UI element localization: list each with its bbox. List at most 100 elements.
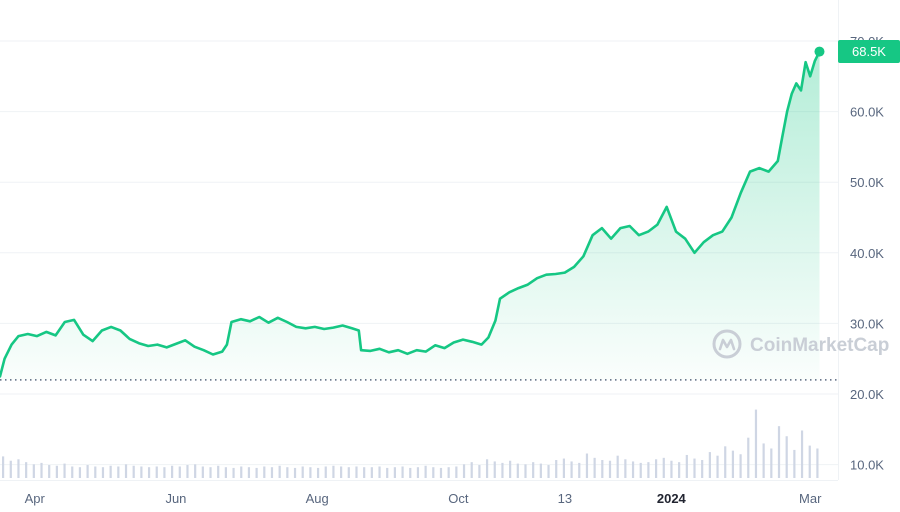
volume-bar: [724, 446, 727, 478]
volume-bar: [363, 467, 366, 478]
volume-bar: [547, 465, 550, 478]
volume-bar: [224, 467, 227, 478]
volume-bar: [194, 464, 197, 478]
volume-bar: [178, 466, 181, 478]
volume-bar: [816, 448, 819, 478]
volume-bar: [555, 460, 558, 478]
volume-bar: [270, 467, 274, 478]
volume-bar: [639, 462, 642, 478]
volume-bar: [516, 463, 519, 478]
y-tick-label: 30.0K: [850, 316, 884, 331]
volume-bar: [355, 466, 358, 478]
volume-bar: [278, 465, 281, 478]
volume-bar: [40, 462, 43, 478]
volume-bar: [693, 458, 696, 478]
volume-bar: [762, 443, 765, 478]
volume-bar: [701, 460, 704, 478]
grid-lines: [0, 0, 839, 480]
x-axis: Apr Jun Aug Oct 13 2024 Mar: [0, 480, 838, 506]
volume-bar: [101, 467, 105, 478]
y-tick-label: 10.0K: [850, 458, 884, 473]
volume-bar: [462, 464, 466, 478]
volume-bar: [562, 458, 566, 478]
volume-bar: [585, 453, 589, 478]
volume-bar: [286, 467, 289, 478]
volume-bar: [155, 466, 158, 478]
price-line[interactable]: [0, 50, 821, 378]
volume-bar: [539, 463, 542, 478]
volume-bar: [424, 465, 427, 478]
volume-bar: [316, 467, 320, 478]
volume-bar: [754, 409, 758, 478]
volume-bar: [608, 460, 612, 478]
current-price-badge: 68.5K: [838, 40, 900, 63]
volume-bar: [232, 467, 235, 478]
volume-bar: [509, 460, 512, 478]
volume-bar: [493, 461, 496, 478]
volume-bar: [739, 454, 742, 478]
volume-bar: [647, 462, 650, 478]
x-tick-label: 13: [558, 491, 572, 506]
volume-bar: [501, 462, 504, 478]
volume-bar: [78, 467, 82, 478]
volume-bar: [570, 461, 573, 478]
volume-bar: [662, 457, 665, 478]
volume-bar: [777, 426, 781, 478]
volume-bar: [9, 460, 12, 478]
volume-bar: [800, 430, 804, 478]
current-price-dot: [814, 46, 825, 57]
volume-bar: [678, 462, 681, 478]
volume-bar: [631, 461, 635, 478]
volume-bar: [55, 465, 58, 478]
volume-bar: [747, 437, 750, 478]
volume-bar: [624, 459, 627, 478]
y-tick-label: 20.0K: [850, 387, 884, 402]
volume-bar: [209, 467, 212, 478]
volume-bar: [147, 467, 151, 478]
volume-bar: [808, 445, 811, 478]
volume-bar: [109, 465, 112, 478]
volume-bar: [86, 465, 89, 478]
volume-bar: [186, 465, 189, 478]
x-tick-label: 2024: [657, 491, 687, 506]
volume-bar: [301, 466, 304, 478]
x-tick-label: Apr: [25, 491, 46, 506]
coinmarketcap-logo-icon: [712, 329, 742, 359]
volume-bar: [32, 464, 35, 478]
volume-bar: [731, 450, 735, 478]
volume-bar: [432, 467, 435, 478]
volume-bar: [370, 467, 373, 478]
x-tick-label: Oct: [448, 491, 469, 506]
volume-bar: [117, 466, 120, 478]
volume-bar: [293, 467, 297, 478]
volume-bar: [240, 466, 243, 478]
y-tick-label: 50.0K: [850, 175, 884, 190]
volume-bar: [478, 465, 481, 478]
current-price-label: 68.5K: [852, 44, 886, 59]
volume-bar: [71, 466, 74, 478]
volume-bar: [378, 466, 381, 478]
volume-bar: [324, 466, 327, 478]
volume-bar: [201, 466, 204, 478]
volume-bar: [439, 467, 443, 478]
volume-bar: [263, 466, 266, 478]
volume-bar: [416, 467, 420, 478]
volume-bar: [25, 462, 28, 478]
volume-bar: [785, 436, 788, 478]
volume-bar: [793, 449, 796, 478]
volume-bars: [2, 409, 819, 478]
volume-bar: [524, 464, 527, 478]
volume-bar: [708, 452, 711, 478]
volume-bar: [163, 467, 166, 478]
volume-bar: [393, 467, 396, 478]
x-tick-label: Aug: [306, 491, 329, 506]
volume-bar: [347, 467, 350, 478]
volume-bar: [48, 465, 51, 478]
volume-bar: [217, 465, 220, 478]
volume-bar: [593, 457, 596, 478]
volume-bar: [124, 464, 128, 478]
volume-bar: [332, 465, 335, 478]
volume-bar: [132, 465, 135, 478]
